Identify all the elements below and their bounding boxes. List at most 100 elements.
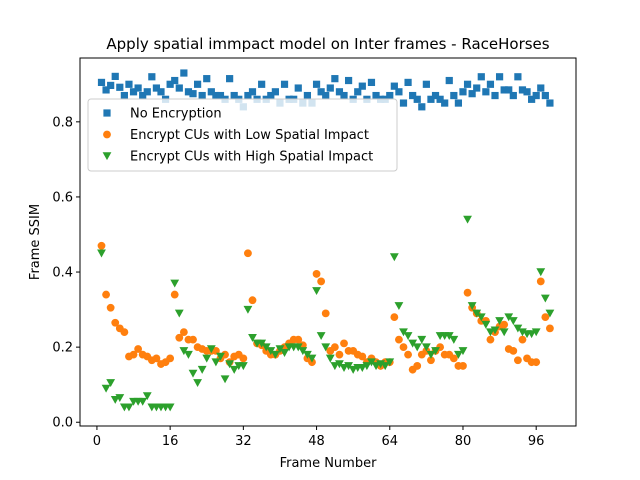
data-point xyxy=(403,332,413,341)
data-point xyxy=(482,88,490,96)
legend: No Encryption Encrypt CUs with Low Spatia… xyxy=(87,98,398,172)
data-point xyxy=(270,350,280,359)
data-point xyxy=(467,302,477,311)
data-point xyxy=(206,345,216,354)
data-point xyxy=(417,335,427,344)
x-axis-ticks: 0 16 32 48 64 80 96 xyxy=(93,426,544,449)
data-point xyxy=(189,90,197,98)
data-point xyxy=(303,350,312,359)
data-point xyxy=(421,343,431,352)
data-point xyxy=(184,350,193,359)
data-point xyxy=(258,80,266,88)
data-point xyxy=(385,358,395,367)
data-point xyxy=(367,78,376,87)
data-point xyxy=(220,375,230,384)
y-axis-ticks: 0.0 0.2 0.4 0.6 0.8 xyxy=(52,115,80,431)
data-point xyxy=(248,334,257,342)
data-point xyxy=(404,78,412,87)
data-point xyxy=(508,317,518,326)
data-point xyxy=(422,80,430,88)
data-point xyxy=(481,320,491,329)
data-point xyxy=(541,91,549,100)
data-point xyxy=(180,69,188,77)
data-point xyxy=(441,99,449,107)
data-point xyxy=(107,81,115,90)
data-point xyxy=(212,91,220,100)
data-point xyxy=(409,91,417,100)
data-point xyxy=(335,360,344,369)
data-point xyxy=(293,343,303,352)
data-point xyxy=(248,296,257,305)
data-point xyxy=(244,249,252,258)
data-point xyxy=(257,339,267,348)
data-point xyxy=(312,270,321,278)
data-point xyxy=(504,313,514,322)
data-point xyxy=(243,305,253,314)
x-tick-label: 0 xyxy=(93,434,101,449)
data-point xyxy=(139,91,147,100)
data-point xyxy=(317,277,326,286)
data-point xyxy=(197,365,207,374)
data-point xyxy=(445,76,453,85)
data-point xyxy=(317,88,325,96)
data-point xyxy=(413,95,421,103)
data-point xyxy=(537,84,545,92)
data-point xyxy=(412,343,422,352)
data-point xyxy=(179,328,188,337)
data-point xyxy=(326,84,334,92)
data-point xyxy=(546,99,554,107)
series-3 xyxy=(97,215,555,412)
data-point xyxy=(298,347,308,356)
data-point xyxy=(97,249,106,258)
data-point xyxy=(395,88,403,96)
data-point xyxy=(325,354,335,363)
data-point xyxy=(399,99,408,107)
data-point xyxy=(166,80,174,88)
data-point xyxy=(321,309,330,318)
data-point xyxy=(413,362,422,370)
data-point xyxy=(125,80,133,88)
data-point xyxy=(110,395,120,404)
y-tick-label: 0.0 xyxy=(52,416,73,431)
data-point xyxy=(102,290,110,299)
data-point xyxy=(166,354,175,363)
data-point xyxy=(436,95,444,103)
data-point xyxy=(536,268,546,277)
data-point xyxy=(106,303,115,312)
data-point xyxy=(143,88,151,96)
data-point xyxy=(280,80,289,88)
data-point xyxy=(175,84,183,92)
data-point xyxy=(244,91,252,100)
x-tick-label: 32 xyxy=(235,434,252,449)
y-tick-label: 0.4 xyxy=(52,266,73,281)
data-point xyxy=(230,91,238,100)
data-point xyxy=(545,309,555,318)
data-point xyxy=(207,88,215,96)
data-point xyxy=(399,328,408,337)
data-point xyxy=(335,88,344,96)
data-point xyxy=(358,82,366,90)
data-point xyxy=(170,279,180,288)
data-point xyxy=(500,86,508,94)
data-point xyxy=(148,73,156,81)
legend-marker xyxy=(103,130,111,139)
data-point xyxy=(221,350,229,359)
data-point xyxy=(458,347,468,356)
x-tick-label: 16 xyxy=(162,434,179,449)
data-point xyxy=(111,318,120,327)
y-tick-label: 0.6 xyxy=(52,190,73,205)
data-point xyxy=(331,75,339,83)
legend-marker xyxy=(103,109,111,117)
data-point xyxy=(486,335,495,344)
data-point xyxy=(211,358,221,367)
data-point xyxy=(202,354,212,363)
data-point xyxy=(354,88,362,96)
data-point xyxy=(404,350,412,359)
data-point xyxy=(541,313,550,322)
data-point xyxy=(431,347,440,356)
data-point xyxy=(267,91,275,100)
data-point xyxy=(225,360,235,369)
x-tick-label: 48 xyxy=(308,434,325,449)
data-point xyxy=(380,362,390,371)
data-point xyxy=(152,354,161,363)
